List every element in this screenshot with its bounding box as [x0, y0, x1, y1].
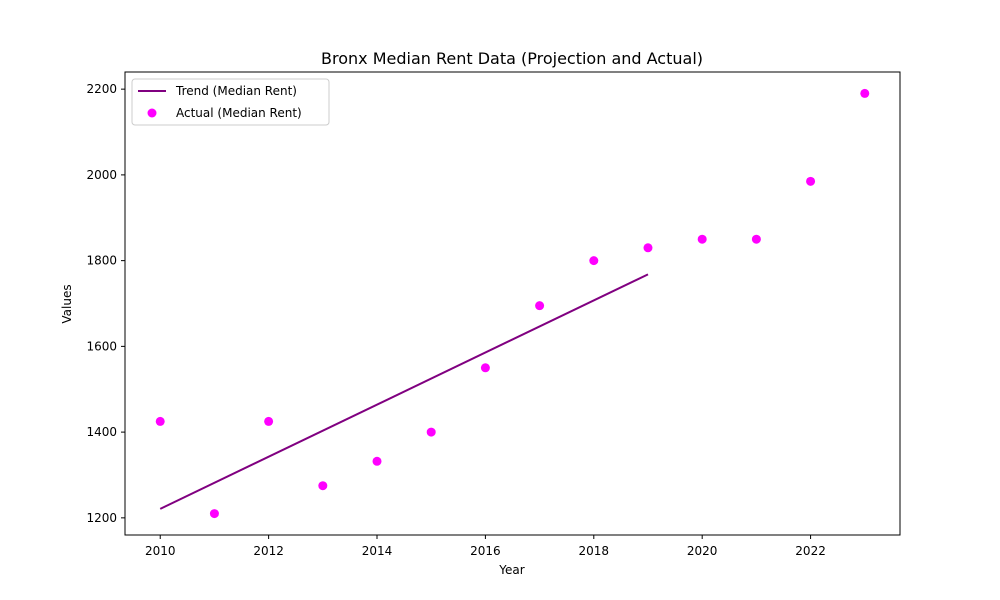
- x-tick-label: 2014: [362, 544, 393, 558]
- legend-actual-label: Actual (Median Rent): [176, 106, 302, 120]
- legend-trend-label: Trend (Median Rent): [175, 84, 297, 98]
- data-point: [697, 234, 707, 244]
- x-axis: 2010 2012 2014 2016 2018 2020 2022: [145, 535, 826, 558]
- data-point: [480, 363, 490, 373]
- x-tick-label: 2016: [470, 544, 501, 558]
- data-point: [589, 256, 599, 266]
- y-tick-label: 1600: [86, 339, 117, 353]
- y-tick-label: 1400: [86, 425, 117, 439]
- y-axis-label: Values: [60, 284, 74, 323]
- data-point: [860, 88, 870, 98]
- data-point: [209, 509, 219, 519]
- data-point: [264, 416, 274, 426]
- x-tick-label: 2022: [795, 544, 826, 558]
- plot-area: [155, 88, 870, 519]
- y-tick-label: 2200: [86, 82, 117, 96]
- data-point: [426, 427, 436, 437]
- x-axis-label: Year: [498, 563, 524, 577]
- plot-frame: [124, 71, 901, 536]
- y-tick-label: 1800: [86, 254, 117, 268]
- legend-actual-swatch: [147, 108, 157, 118]
- data-point: [806, 176, 816, 186]
- x-tick-label: 2010: [145, 544, 176, 558]
- legend: Trend (Median Rent) Actual (Median Rent): [131, 78, 330, 126]
- y-tick-label: 2000: [86, 168, 117, 182]
- x-tick-label: 2020: [687, 544, 718, 558]
- y-tick-label: 1200: [86, 511, 117, 525]
- x-tick-label: 2012: [253, 544, 284, 558]
- data-point: [751, 234, 761, 244]
- legend-box: [131, 78, 330, 126]
- chart-title: Bronx Median Rent Data (Projection and A…: [321, 49, 703, 68]
- data-point: [643, 243, 653, 253]
- data-point: [535, 301, 545, 311]
- data-point: [372, 456, 382, 466]
- data-point: [318, 481, 328, 491]
- trend-line: [159, 273, 649, 510]
- data-point: [155, 416, 165, 426]
- y-axis: 1200 1400 1600 1800 2000 2200: [86, 82, 125, 525]
- x-tick-label: 2018: [579, 544, 610, 558]
